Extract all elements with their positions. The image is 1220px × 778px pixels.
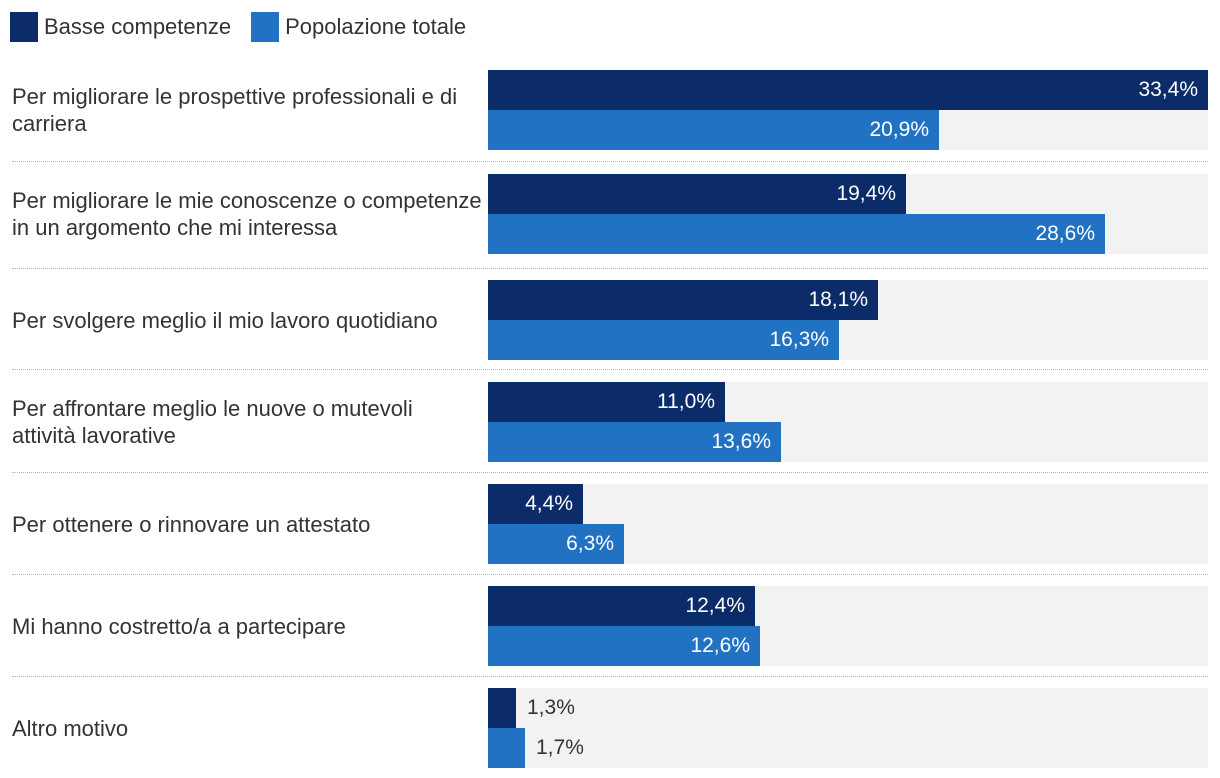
bar-basse-competenze[interactable] — [488, 484, 583, 524]
bar-popolazione-totale[interactable] — [488, 422, 781, 462]
legend-swatch-basse — [10, 12, 38, 42]
bar-popolazione-totale[interactable] — [488, 320, 839, 360]
bar-track — [488, 688, 1208, 768]
category-label: Per ottenere o rinnovare un attestato — [12, 511, 371, 537]
data-label: 19,4% — [836, 182, 896, 205]
category-label: Mi hanno costretto/a a partecipare — [12, 613, 346, 639]
legend: Basse competenze Popolazione totale — [10, 12, 466, 42]
bar-popolazione-totale[interactable] — [488, 626, 760, 666]
legend-item-basse[interactable]: Basse competenze — [10, 12, 231, 42]
row-separator — [12, 574, 1208, 575]
data-label: 20,9% — [869, 118, 929, 141]
data-label: 11,0% — [657, 390, 715, 413]
bar-basse-competenze[interactable] — [488, 70, 1208, 110]
bar-basse-competenze[interactable] — [488, 688, 516, 728]
bar-popolazione-totale[interactable] — [488, 524, 624, 564]
category-label: Per svolgere meglio il mio lavoro quotid… — [12, 307, 438, 333]
data-label: 12,4% — [685, 594, 745, 617]
legend-label-basse: Basse competenze — [44, 14, 232, 39]
data-label: 13,6% — [711, 430, 771, 453]
bar-popolazione-totale[interactable] — [488, 728, 525, 768]
bar-popolazione-totale[interactable] — [488, 214, 1105, 254]
legend-item-totale[interactable]: Popolazione totale — [251, 12, 466, 42]
legend-swatch-totale — [251, 12, 280, 42]
category-label: Per migliorare le prospettive profession… — [12, 84, 458, 136]
bar-basse-competenze[interactable] — [488, 382, 725, 422]
data-label: 16,3% — [769, 328, 829, 351]
row-separator — [12, 676, 1208, 677]
data-label: 28,6% — [1035, 222, 1095, 245]
bar-basse-competenze[interactable] — [488, 586, 755, 626]
row-separator — [12, 161, 1208, 162]
row-separator — [12, 369, 1208, 370]
legend-label-totale: Popolazione totale — [285, 14, 467, 39]
bar-basse-competenze[interactable] — [488, 174, 906, 214]
category-label: Per affrontare meglio le nuove o mutevol… — [12, 396, 413, 448]
data-label: 6,3% — [566, 532, 614, 555]
bar-basse-competenze[interactable] — [488, 280, 878, 320]
data-label: 33,4% — [1138, 78, 1198, 101]
category-label: Per migliorare le mie conoscenze o compe… — [12, 188, 482, 240]
data-label: 1,3% — [527, 696, 575, 719]
row-separator — [12, 268, 1208, 269]
row-separator — [12, 472, 1208, 473]
data-label: 12,6% — [690, 634, 750, 657]
bar-popolazione-totale[interactable] — [488, 110, 939, 150]
category-label: Altro motivo — [12, 715, 129, 741]
data-label: 18,1% — [808, 288, 868, 311]
data-label: 4,4% — [525, 492, 573, 515]
data-label: 1,7% — [536, 736, 584, 759]
